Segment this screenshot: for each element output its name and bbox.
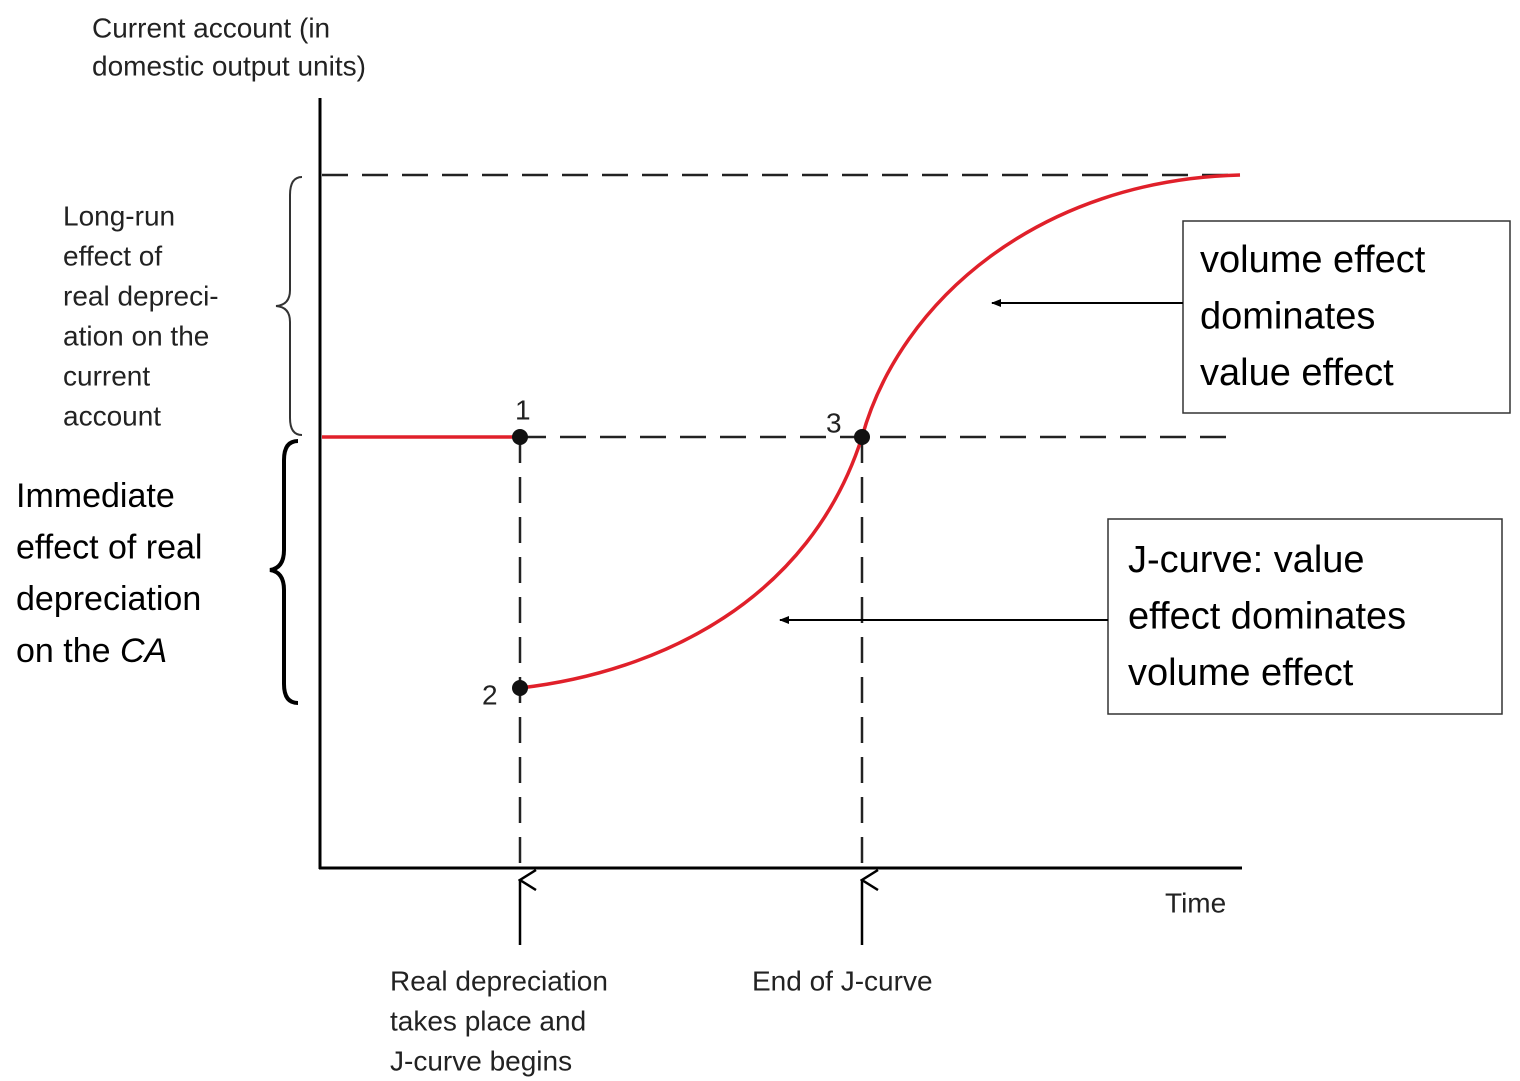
- callout-box: [1107, 518, 1503, 715]
- end-label: End of J-curve: [752, 965, 933, 996]
- long-run-label: Long-run: [63, 200, 175, 231]
- start-label: takes place and: [390, 1005, 586, 1036]
- long-run-label: account: [63, 400, 161, 431]
- long-run-label: real depreci-: [63, 280, 219, 311]
- callout-text: volume effect: [1200, 239, 1426, 281]
- text: CA: [120, 632, 167, 670]
- callout-text: J-curve: value: [1128, 539, 1365, 581]
- immediate-label: depreciation: [16, 580, 201, 618]
- point: [854, 429, 870, 445]
- point-label: 1: [515, 394, 531, 425]
- callout-text: value effect: [1200, 352, 1394, 394]
- long-run-label: current: [63, 360, 150, 391]
- start-label: J-curve begins: [390, 1045, 572, 1076]
- x-axis-label: Time: [1165, 887, 1226, 918]
- brace: [269, 439, 299, 705]
- point-label: 2: [482, 679, 498, 710]
- callout-text: effect dominates: [1128, 596, 1406, 638]
- point-label: 3: [826, 407, 842, 438]
- axes: [318, 98, 1242, 870]
- brace: [275, 176, 303, 436]
- immediate-label: Immediate: [16, 477, 175, 515]
- immediate-label: on the CA: [16, 632, 167, 670]
- point: [512, 680, 528, 696]
- callout-box: [1182, 220, 1511, 414]
- immediate-label: effect of real: [16, 528, 203, 566]
- callout-text: volume effect: [1128, 652, 1354, 694]
- text-blocks: Current account (in domestic output units…: [16, 12, 1426, 1076]
- callout-text: dominates: [1200, 296, 1375, 338]
- text: on the: [16, 632, 120, 670]
- point: [512, 429, 528, 445]
- long-run-label: ation on the: [63, 320, 209, 351]
- y-axis-label: Current account (in: [92, 12, 330, 43]
- start-label: Real depreciation: [390, 965, 608, 996]
- y-axis-label: domestic output units): [92, 50, 366, 81]
- long-run-label: effect of: [63, 240, 162, 271]
